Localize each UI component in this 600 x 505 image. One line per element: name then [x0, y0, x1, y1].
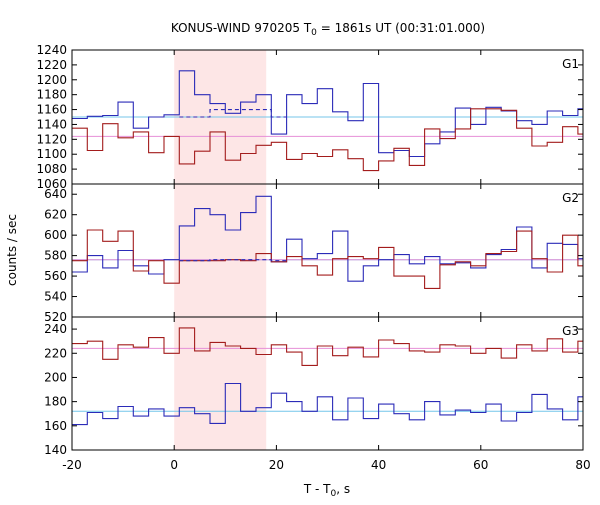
g1-y-tick-label: 1140: [36, 117, 67, 131]
g1-y-tick-label: 1160: [36, 103, 67, 117]
g2-y-tick-label: 580: [44, 249, 67, 263]
y-axis-label: counts / sec: [5, 214, 19, 286]
g3-series-red-1: [72, 327, 583, 366]
g2-panel-label: G2: [562, 191, 579, 205]
g3-y-tick-label: 140: [44, 443, 67, 457]
chart-title: KONUS-WIND 970205 T0 = 1861s UT (00:31:0…: [171, 21, 485, 38]
x-tick-label: -20: [62, 458, 82, 472]
g1-y-tick-label: 1080: [36, 162, 67, 176]
g3-series-blue-0: [72, 382, 583, 426]
g1-y-tick-label: 1240: [36, 43, 67, 57]
g3-y-tick-label: 240: [44, 322, 67, 336]
g2-y-tick-label: 540: [44, 290, 67, 304]
x-axis-label: T - T0, s: [303, 482, 350, 499]
g2-y-tick-label: 620: [44, 208, 67, 222]
g2-y-tick-label: 600: [44, 228, 67, 242]
x-tick-label: 60: [473, 458, 488, 472]
x-tick-label: 80: [575, 458, 590, 472]
g3-panel-label: G3: [562, 324, 579, 338]
g3-y-tick-label: 200: [44, 370, 67, 384]
g3-y-tick-label: 180: [44, 395, 67, 409]
g2-y-tick-label: 560: [44, 269, 67, 283]
g2-series-red-1: [72, 229, 583, 289]
g2-panel-frame: [71, 183, 584, 318]
g2-series-blue-dashed-2: [179, 259, 287, 262]
x-tick-label: 0: [170, 458, 178, 472]
g3-panel-frame: [71, 316, 584, 451]
g3-y-tick-label: 220: [44, 346, 67, 360]
g3-y-tick-label: 160: [44, 419, 67, 433]
g1-y-tick-label: 1220: [36, 58, 67, 72]
g1-y-tick-label: 1180: [36, 88, 67, 102]
g1-y-tick-label: 1120: [36, 132, 67, 146]
x-tick-label: 40: [371, 458, 386, 472]
plot-area: 1060108011001120114011601180120012201240…: [36, 43, 590, 472]
g1-y-tick-label: 1200: [36, 73, 67, 87]
g1-y-tick-label: 1060: [36, 177, 67, 191]
g1-series-blue-dashed-2: [179, 109, 287, 118]
g2-y-tick-label: 520: [44, 310, 67, 324]
x-tick-label: 20: [269, 458, 284, 472]
g1-series-blue-0: [72, 70, 583, 158]
g1-series-red-1: [72, 108, 583, 172]
g1-y-tick-label: 1100: [36, 147, 67, 161]
g1-panel-label: G1: [562, 57, 579, 71]
g2-y-tick-label: 640: [44, 187, 67, 201]
